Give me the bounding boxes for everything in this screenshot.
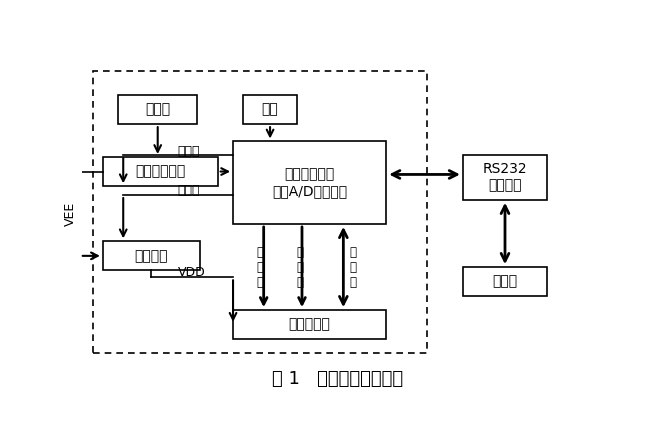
FancyBboxPatch shape: [103, 241, 200, 270]
Text: 传感器: 传感器: [145, 102, 170, 117]
Text: RS232
串行接口: RS232 串行接口: [482, 162, 527, 193]
Text: 模拟适配电路: 模拟适配电路: [135, 164, 185, 178]
Text: 电池: 电池: [262, 102, 279, 117]
FancyBboxPatch shape: [233, 310, 386, 339]
Text: 数
据
线: 数 据 线: [349, 245, 356, 288]
Text: VEE: VEE: [64, 202, 77, 226]
Text: 控制线: 控制线: [177, 185, 200, 198]
Text: 地
址
线: 地 址 线: [296, 245, 303, 288]
Text: 计算机: 计算机: [492, 274, 517, 289]
Text: 静态存储器: 静态存储器: [289, 318, 331, 332]
FancyBboxPatch shape: [233, 141, 386, 224]
FancyBboxPatch shape: [463, 267, 547, 296]
Text: 图 1   测试系统原理框图: 图 1 测试系统原理框图: [272, 370, 403, 388]
FancyBboxPatch shape: [118, 95, 197, 124]
FancyBboxPatch shape: [463, 155, 547, 200]
Text: 单片机（内部
集成A/D转换器）: 单片机（内部 集成A/D转换器）: [272, 168, 347, 198]
Text: 控制线: 控制线: [177, 144, 200, 157]
Text: VDD: VDD: [179, 266, 206, 278]
Text: 控
制
线: 控 制 线: [256, 245, 263, 288]
Text: 电源管理: 电源管理: [134, 249, 168, 263]
FancyBboxPatch shape: [243, 95, 297, 124]
FancyBboxPatch shape: [103, 157, 217, 186]
